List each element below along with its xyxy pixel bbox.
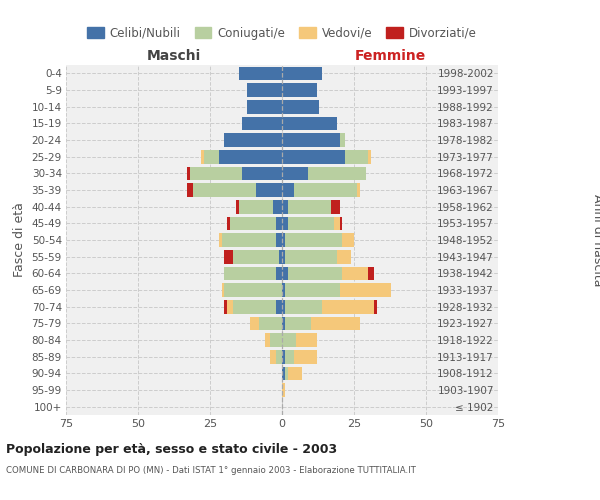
Bar (282, 233, 285, 247)
Bar (224, 266, 276, 280)
Bar (368, 150, 371, 164)
Bar (282, 100, 319, 114)
Bar (340, 216, 343, 230)
Bar (346, 150, 368, 164)
Bar (288, 266, 343, 280)
Bar (368, 266, 374, 280)
Bar (218, 150, 282, 164)
Bar (282, 366, 285, 380)
Text: Popolazione per età, sesso e stato civile - 2003: Popolazione per età, sesso e stato civil… (6, 442, 337, 456)
Bar (247, 100, 282, 114)
Bar (282, 200, 288, 213)
Bar (187, 166, 190, 180)
Bar (357, 183, 360, 197)
Bar (247, 83, 282, 97)
Bar (282, 183, 293, 197)
Bar (190, 166, 242, 180)
Bar (204, 150, 218, 164)
Bar (224, 250, 233, 264)
Bar (282, 66, 322, 80)
Bar (242, 166, 282, 180)
Bar (288, 200, 331, 213)
Bar (282, 166, 308, 180)
Bar (285, 283, 340, 297)
Bar (202, 150, 204, 164)
Bar (187, 183, 193, 197)
Bar (322, 300, 374, 314)
Bar (193, 183, 256, 197)
Bar (285, 300, 322, 314)
Text: Femmine: Femmine (355, 50, 425, 64)
Bar (285, 316, 311, 330)
Bar (311, 316, 360, 330)
Bar (227, 216, 230, 230)
Text: COMUNE DI CARBONARA DI PO (MN) - Dati ISTAT 1° gennaio 2003 - Elaborazione TUTTI: COMUNE DI CARBONARA DI PO (MN) - Dati IS… (6, 466, 416, 475)
Bar (236, 200, 239, 213)
Bar (256, 183, 282, 197)
Bar (285, 250, 337, 264)
Bar (282, 283, 285, 297)
Bar (282, 133, 340, 147)
Bar (224, 133, 282, 147)
Bar (239, 66, 282, 80)
Bar (334, 216, 340, 230)
Bar (279, 250, 282, 264)
Bar (221, 233, 276, 247)
Bar (337, 250, 351, 264)
Bar (293, 350, 317, 364)
Bar (218, 233, 221, 247)
Bar (239, 200, 274, 213)
Bar (259, 316, 282, 330)
Bar (308, 166, 365, 180)
Bar (233, 250, 279, 264)
Bar (282, 250, 285, 264)
Bar (288, 366, 302, 380)
Bar (285, 366, 288, 380)
Bar (227, 300, 233, 314)
Bar (265, 333, 271, 347)
Bar (233, 300, 276, 314)
Bar (282, 300, 285, 314)
Bar (276, 266, 282, 280)
Bar (276, 233, 282, 247)
Bar (343, 266, 368, 280)
Bar (276, 216, 282, 230)
Bar (340, 283, 391, 297)
Bar (331, 200, 340, 213)
Bar (282, 316, 285, 330)
Bar (288, 216, 334, 230)
Legend: Celibi/Nubili, Coniugati/e, Vedovi/e, Divorziati/e: Celibi/Nubili, Coniugati/e, Vedovi/e, Di… (82, 22, 482, 44)
Bar (285, 233, 343, 247)
Bar (282, 216, 288, 230)
Bar (221, 283, 224, 297)
Bar (282, 333, 296, 347)
Bar (293, 183, 357, 197)
Bar (224, 300, 227, 314)
Bar (276, 300, 282, 314)
Bar (282, 116, 337, 130)
Bar (340, 133, 346, 147)
Bar (282, 83, 317, 97)
Bar (242, 116, 282, 130)
Bar (282, 350, 285, 364)
Bar (343, 233, 354, 247)
Bar (374, 300, 377, 314)
Bar (271, 350, 276, 364)
Bar (282, 383, 285, 397)
Text: Anni di nascita: Anni di nascita (590, 194, 600, 286)
Bar (250, 316, 259, 330)
Bar (282, 150, 346, 164)
Bar (276, 350, 282, 364)
Y-axis label: Fasce di età: Fasce di età (13, 202, 26, 278)
Bar (224, 283, 282, 297)
Bar (285, 350, 293, 364)
Bar (296, 333, 317, 347)
Text: Maschi: Maschi (147, 50, 201, 64)
Bar (274, 200, 282, 213)
Bar (230, 216, 276, 230)
Bar (282, 266, 288, 280)
Bar (271, 333, 282, 347)
